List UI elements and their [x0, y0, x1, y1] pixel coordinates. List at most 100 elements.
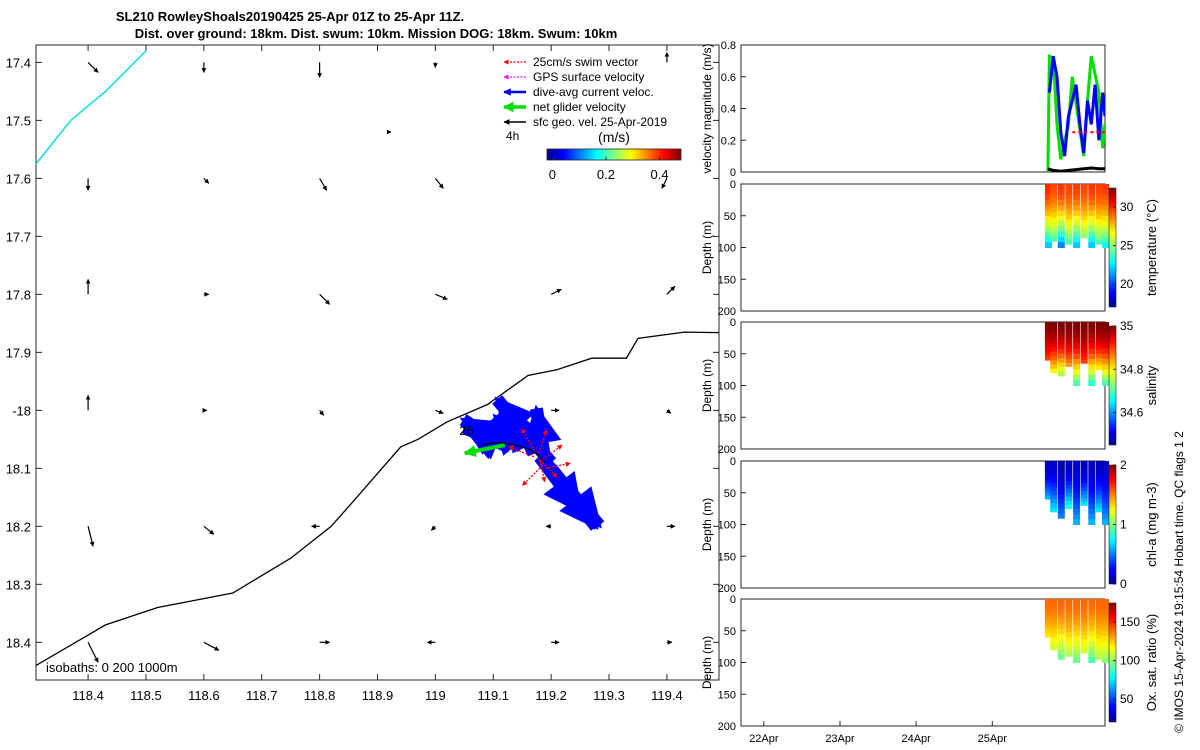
profile-cell — [1044, 334, 1052, 339]
profile-cell — [1073, 221, 1081, 227]
profile-cell — [1057, 499, 1065, 505]
profile-cell — [1088, 210, 1096, 217]
profile-cell — [1088, 461, 1096, 467]
profile-cell — [1057, 508, 1065, 514]
geo-velocity-vector — [87, 642, 99, 663]
profile-cell — [1065, 476, 1073, 482]
legend-entry: sfc geo. vel. 25-Apr-2019 — [533, 115, 667, 129]
profile-cell — [1065, 194, 1073, 200]
profile-cell — [1095, 341, 1103, 347]
profile-cell — [1044, 495, 1052, 500]
swim-vector — [522, 464, 543, 486]
map-y-tick-label: 17.5 — [6, 113, 31, 128]
profile-cell — [1044, 341, 1052, 345]
profile-cell — [1065, 224, 1073, 230]
profile-cell — [1073, 205, 1081, 211]
time-series-panels: 0 0.2 0.4 0.6 0.8 velocity magnitude (m/s) 0 50… — [700, 40, 1159, 745]
profile-cell — [1050, 507, 1058, 513]
profile-cell — [1095, 361, 1103, 367]
map-y-tick-label: 18.2 — [6, 519, 31, 534]
profile-cell — [1050, 603, 1058, 608]
profile-cell — [1095, 486, 1103, 492]
geo-velocity-vector — [203, 525, 215, 535]
profile-y-tick-label: 50 — [724, 211, 736, 223]
profile-cell — [1095, 224, 1103, 230]
profile-cell — [1050, 503, 1058, 508]
profile-cell — [1088, 609, 1096, 616]
geo-velocity-vector — [435, 293, 448, 300]
profile-cell — [1102, 492, 1109, 499]
profile-cell — [1065, 500, 1073, 506]
profile-cell — [1057, 649, 1065, 655]
velocity-series-line — [1047, 55, 1105, 157]
colorbar-tick-label: 1 — [1120, 518, 1127, 532]
profile-cell — [1088, 380, 1096, 386]
profile-cell — [1044, 350, 1052, 355]
profile-y-tick-label: 150 — [718, 274, 736, 286]
geo-velocity-vector — [319, 293, 331, 305]
profile-cell — [1080, 621, 1088, 627]
profile-cell — [1044, 194, 1052, 201]
profile-cell — [1073, 657, 1081, 663]
profile-cell — [1065, 484, 1073, 490]
profile-cell — [1065, 608, 1073, 614]
profile-cell — [1065, 344, 1073, 349]
profile-cell — [1050, 628, 1058, 634]
profile-cell — [1088, 332, 1096, 339]
profile-cell — [1057, 358, 1065, 363]
profile-cell — [1073, 625, 1081, 632]
profile-cell — [1102, 604, 1109, 611]
profile-cell — [1088, 322, 1096, 328]
profile-cell — [1080, 461, 1088, 466]
profile-cell — [1057, 205, 1065, 211]
profile-cell — [1065, 234, 1073, 240]
profile-cell — [1080, 475, 1088, 480]
geo-velocity-vector — [430, 525, 437, 531]
profile-cell — [1088, 199, 1096, 206]
profile-cell — [1095, 465, 1103, 470]
profile-cell — [1050, 351, 1058, 357]
profile-cell — [1073, 348, 1081, 355]
profile-cell — [1102, 332, 1109, 339]
profile-cell — [1080, 229, 1088, 234]
profile-cell — [1065, 340, 1073, 345]
profile-cell — [1044, 476, 1052, 481]
profile-cell — [1050, 203, 1058, 209]
profile-cell — [1080, 472, 1088, 477]
profile-cell — [1102, 348, 1109, 355]
profile-y-tick-label: 150 — [718, 412, 736, 424]
profile-cell — [1044, 608, 1052, 613]
profile-cell — [1044, 221, 1052, 227]
profile-cell — [1050, 207, 1058, 214]
profile-cell — [1095, 329, 1103, 335]
profile-cell — [1044, 236, 1052, 243]
profile-cell — [1050, 188, 1058, 195]
profile-cell — [1044, 614, 1052, 619]
profile-cell — [1057, 184, 1065, 190]
profile-cell — [1057, 362, 1065, 368]
profile-y-tick-label: 0 — [730, 317, 736, 329]
profile-cell — [1057, 340, 1065, 345]
profile-cell — [1044, 344, 1052, 348]
profile-cell — [1080, 490, 1088, 495]
profile-cell — [1065, 322, 1073, 327]
profile-cell — [1057, 604, 1065, 610]
profile-cell — [1080, 197, 1088, 203]
profile-cell — [1057, 489, 1065, 495]
profile-cell — [1102, 184, 1109, 190]
profile-cell — [1057, 599, 1065, 605]
geo-velocity-vector — [666, 285, 676, 295]
profile-cell — [1095, 614, 1103, 620]
isobaths-label: isobaths: 0 200 1000m — [46, 660, 178, 675]
profile-cell — [1102, 205, 1109, 211]
profile-cell — [1044, 189, 1052, 196]
profile-cell — [1065, 488, 1073, 494]
geo-velocity-vector — [434, 178, 444, 189]
velocity-y-tick-label: 0.6 — [721, 72, 736, 84]
colorbar-tick-label: 100 — [1120, 654, 1140, 668]
map-plot-area: 26 isobaths: 0 200 1000m — [36, 50, 719, 675]
profile-cell — [1088, 651, 1096, 658]
map-x-tick-label: 118.8 — [304, 688, 336, 703]
profile-cell — [1095, 204, 1103, 210]
profile-cell — [1057, 194, 1065, 201]
